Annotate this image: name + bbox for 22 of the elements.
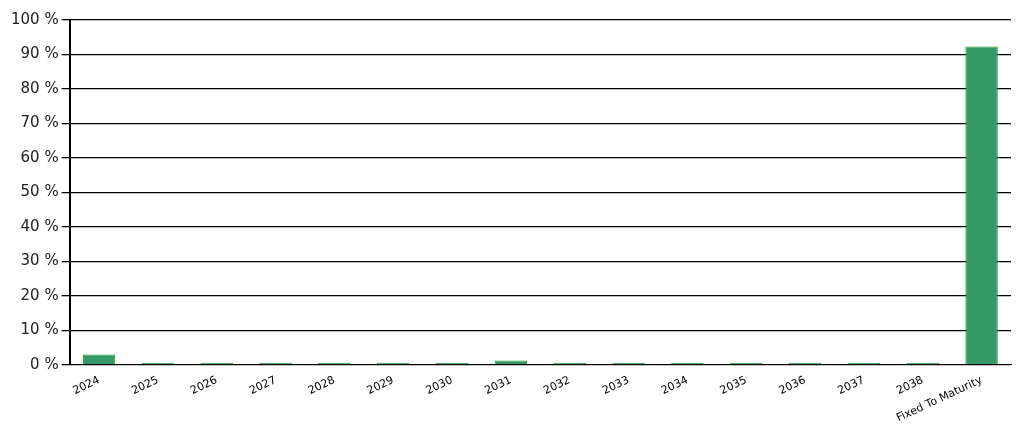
y-tick-label: 30 %: [20, 251, 59, 270]
y-tick-label: 70 %: [20, 113, 59, 132]
x-tick-label: 2030: [423, 373, 455, 397]
x-tick-label: 2028: [306, 373, 337, 397]
x-tick-label: 2024: [70, 373, 102, 397]
y-tick-label: 40 %: [20, 216, 59, 235]
x-tick-label: 2035: [717, 373, 749, 397]
x-tick-label: 2029: [364, 373, 396, 397]
y-tick-label: 100 %: [11, 9, 59, 28]
y-tick-label: 60 %: [20, 147, 59, 166]
y-tick-label: 80 %: [20, 78, 59, 97]
y-tick-label: 10 %: [20, 320, 59, 339]
y-tick-label: 90 %: [20, 44, 59, 63]
x-tick-label: 2038: [894, 373, 926, 397]
x-tick-label: 2032: [541, 373, 573, 397]
x-tick-label: 2033: [600, 373, 632, 397]
x-tick-label: 2034: [659, 373, 690, 397]
y-tick-label: 0 %: [30, 354, 59, 373]
x-tick-label: 2025: [129, 373, 161, 397]
y-tick-label: 20 %: [20, 285, 59, 304]
x-tick-label: 2031: [482, 373, 514, 397]
y-tick-label: 50 %: [20, 182, 59, 201]
